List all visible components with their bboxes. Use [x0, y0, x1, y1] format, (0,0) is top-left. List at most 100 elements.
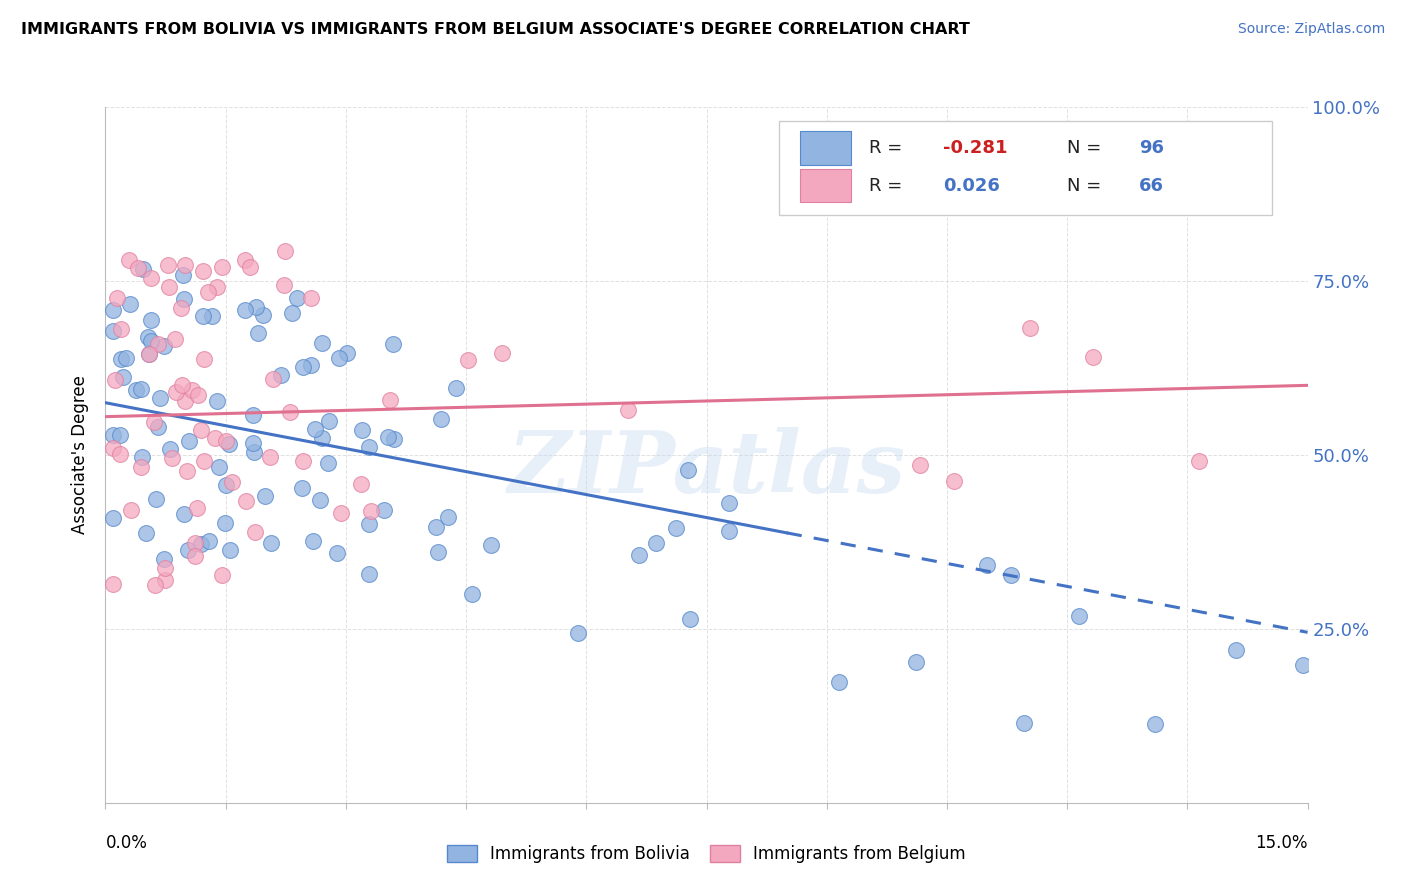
Point — [252, 309, 274, 323]
Point — [233, 253, 256, 268]
Point — [190, 537, 212, 551]
Text: ZIPatlas: ZIPatlas — [508, 427, 905, 510]
Point — [627, 548, 650, 562]
Point — [281, 306, 304, 320]
Point — [247, 326, 270, 340]
Point — [160, 451, 183, 466]
Point — [184, 549, 207, 563]
Point — [302, 534, 325, 549]
Point — [176, 464, 198, 478]
Point — [384, 432, 406, 446]
Point — [382, 337, 405, 351]
Point — [139, 270, 162, 285]
Text: 96: 96 — [1139, 139, 1164, 157]
Point — [430, 411, 453, 425]
Point — [211, 568, 233, 582]
Point — [242, 409, 264, 423]
Point — [1292, 657, 1315, 672]
Point — [190, 423, 212, 437]
Point — [976, 558, 998, 572]
Point — [124, 383, 146, 397]
Point — [120, 502, 142, 516]
Point — [193, 352, 215, 367]
Point — [198, 534, 221, 549]
FancyBboxPatch shape — [800, 131, 851, 165]
Point — [215, 434, 238, 449]
Point — [233, 302, 256, 317]
Point — [676, 462, 699, 476]
Text: 15.0%: 15.0% — [1256, 834, 1308, 852]
Point — [360, 504, 382, 518]
Point — [103, 577, 125, 591]
Point — [444, 380, 467, 394]
Point — [211, 260, 233, 274]
Point — [278, 404, 301, 418]
Point — [336, 345, 359, 359]
Text: 0.026: 0.026 — [943, 177, 1000, 194]
Point — [425, 519, 447, 533]
Point — [163, 333, 186, 347]
Point — [254, 489, 277, 503]
Point — [1000, 568, 1022, 582]
Point — [170, 301, 193, 316]
Point — [274, 244, 297, 259]
Point — [205, 394, 228, 409]
Point — [159, 442, 181, 456]
Point — [491, 346, 513, 360]
Point — [129, 383, 152, 397]
Point — [131, 450, 153, 464]
Point — [108, 447, 131, 461]
FancyBboxPatch shape — [800, 169, 851, 202]
Point — [245, 525, 267, 540]
Point — [141, 312, 163, 326]
Point — [350, 477, 373, 491]
Point — [103, 428, 125, 442]
Point — [285, 291, 308, 305]
Point — [270, 368, 292, 383]
Y-axis label: Associate's Degree: Associate's Degree — [72, 376, 90, 534]
Point — [135, 525, 157, 540]
Point — [717, 495, 740, 509]
Point — [153, 573, 176, 587]
Point — [1018, 321, 1040, 335]
Text: -0.281: -0.281 — [943, 139, 1008, 157]
Point — [359, 567, 381, 582]
Point — [138, 347, 160, 361]
Point — [157, 280, 180, 294]
Point — [205, 280, 228, 294]
Point — [170, 377, 193, 392]
Point — [111, 369, 134, 384]
Point — [103, 441, 125, 455]
Point — [110, 351, 132, 366]
Point — [136, 330, 159, 344]
Point — [105, 292, 128, 306]
Point — [153, 561, 176, 575]
Point — [299, 358, 322, 372]
Point — [273, 277, 295, 292]
Point — [242, 436, 264, 450]
Point — [149, 391, 172, 405]
Point — [292, 453, 315, 467]
Point — [177, 543, 200, 558]
Point — [457, 353, 479, 368]
Point — [120, 297, 142, 311]
Point — [377, 430, 399, 444]
Point — [461, 587, 484, 601]
Point — [235, 494, 257, 508]
Point — [143, 577, 166, 591]
Point — [103, 511, 125, 525]
Point — [221, 475, 243, 490]
Point — [214, 516, 236, 530]
Point — [245, 300, 267, 314]
Point — [181, 383, 204, 397]
Text: Source: ZipAtlas.com: Source: ZipAtlas.com — [1237, 22, 1385, 37]
Point — [193, 310, 215, 324]
Text: N =: N = — [1067, 177, 1101, 194]
Point — [259, 450, 281, 464]
Point — [118, 252, 141, 267]
Point — [311, 431, 333, 445]
Point — [1012, 715, 1035, 730]
Point — [262, 372, 284, 386]
Legend: Immigrants from Bolivia, Immigrants from Belgium: Immigrants from Bolivia, Immigrants from… — [439, 836, 974, 871]
Point — [644, 536, 666, 550]
